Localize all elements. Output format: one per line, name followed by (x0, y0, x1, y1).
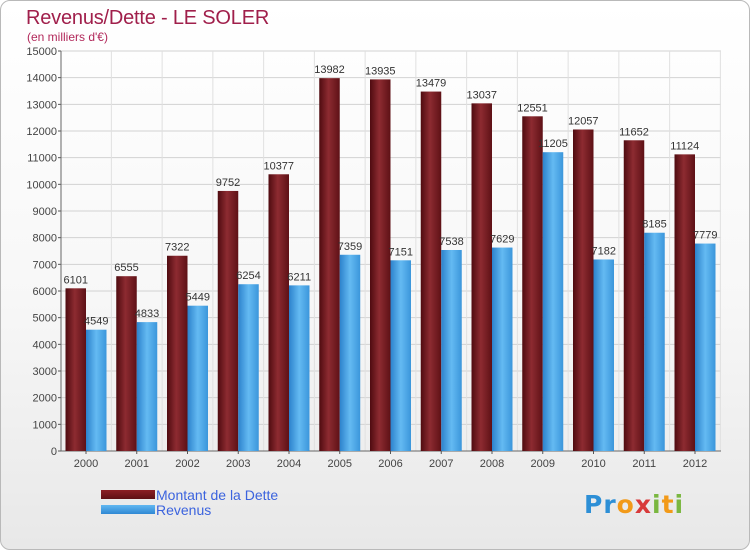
legend-swatch-revenue (101, 505, 155, 514)
data-label-revenue: 8185 (642, 219, 666, 231)
bar-debt (319, 78, 340, 451)
x-tick-label: 2005 (328, 458, 352, 470)
bar-debt (217, 190, 239, 452)
x-tick-label: 2003 (226, 458, 250, 470)
bar-debt (471, 103, 492, 451)
y-tick-label: 7000 (33, 259, 57, 271)
data-label-debt: 13982 (314, 64, 345, 76)
x-tick-label: 2000 (74, 458, 98, 470)
y-tick-label: 10000 (26, 179, 57, 191)
data-label-revenue: 7779 (693, 230, 717, 242)
y-tick-label: 13000 (26, 99, 57, 111)
legend-swatch-debt (101, 490, 155, 499)
bar-revenue (542, 152, 564, 451)
data-label-debt: 11652 (619, 126, 649, 138)
bar-revenue (86, 329, 107, 451)
data-label-debt: 12057 (568, 115, 599, 127)
data-labels: 6101 4549 6555 4833 7322 5449 9752 6254 10377 621… (64, 64, 718, 328)
y-tick-label: 5000 (33, 313, 57, 325)
y-tick-label: 0 (51, 446, 57, 458)
bar-debt (420, 91, 442, 451)
chart-title: Revenus/Dette - LE SOLER (26, 7, 270, 29)
y-tick-label: 11000 (27, 153, 57, 165)
x-tick-label: 2010 (581, 458, 605, 470)
x-tick-label: 2006 (378, 458, 402, 470)
data-label-revenue: 7538 (439, 236, 463, 248)
x-tick-label: 2012 (683, 458, 707, 470)
data-label-revenue: 5449 (186, 292, 210, 304)
bar-revenue (136, 322, 158, 451)
data-label-revenue: 6211 (287, 271, 311, 283)
x-tick-label: 2008 (480, 458, 504, 470)
bar-debt (573, 129, 594, 452)
proxiti-logo: Proxiti (584, 490, 685, 519)
bar-revenue (441, 249, 462, 451)
data-label-debt: 6555 (114, 262, 138, 274)
bar-revenue (644, 232, 665, 451)
bar-debt (268, 174, 289, 451)
y-tick-label: 2000 (33, 393, 57, 405)
bars (65, 78, 716, 452)
data-label-revenue: 7359 (338, 241, 362, 253)
y-tick-label: 3000 (33, 366, 57, 378)
y-tick-label: 12000 (26, 126, 57, 138)
bar-revenue (390, 260, 411, 451)
data-label-revenue: 7182 (592, 245, 616, 257)
bar-revenue (289, 285, 310, 451)
data-label-debt: 9752 (216, 177, 240, 189)
bar-revenue (339, 254, 361, 451)
data-label-debt: 6101 (64, 274, 88, 286)
legend-item-debt: Montant de la Dette (101, 488, 278, 503)
bar-debt (623, 140, 645, 451)
x-tick-label: 2002 (175, 458, 199, 470)
y-tick-label: 1000 (33, 419, 57, 431)
bar-debt (65, 288, 86, 451)
bar-debt (167, 255, 188, 451)
legend-item-revenue: Revenus (101, 503, 278, 518)
data-label-revenue: 7151 (389, 246, 413, 258)
x-tick-label: 2011 (632, 458, 656, 470)
y-tick-label: 15000 (26, 46, 57, 58)
bar-revenue (238, 284, 259, 451)
bar-revenue (593, 259, 614, 451)
data-label-debt: 12551 (517, 102, 548, 114)
legend-label-debt: Montant de la Dette (156, 487, 279, 503)
data-label-debt: 7322 (165, 242, 189, 254)
data-label-revenue: 11205 (538, 138, 568, 150)
x-tick-label: 2009 (531, 458, 555, 470)
y-tick-label: 6000 (33, 286, 57, 298)
y-tick-label: 9000 (33, 206, 57, 218)
data-label-debt: 13479 (416, 78, 447, 90)
data-label-debt: 11124 (670, 140, 699, 152)
axes: 0 1000 2000 3000 4000 5000 6000 7000 8000 9000 100… (26, 46, 721, 470)
bar-debt (116, 276, 137, 451)
bar-revenue (492, 247, 513, 451)
x-tick-label: 2007 (429, 458, 453, 470)
y-tick-label: 4000 (33, 339, 57, 351)
bar-debt (522, 116, 543, 451)
data-label-debt: 10377 (263, 160, 294, 172)
bar-revenue (695, 243, 716, 451)
chart-subtitle: (en milliers d'€) (27, 30, 108, 44)
bar-debt (370, 79, 391, 452)
x-tick-label: 2001 (125, 458, 149, 470)
bar-revenue (187, 305, 208, 451)
data-label-revenue: 7629 (490, 234, 514, 246)
legend-label-revenue: Revenus (156, 502, 212, 518)
data-label-revenue: 6254 (236, 270, 260, 282)
data-label-debt: 13037 (466, 89, 497, 101)
data-label-debt: 13935 (365, 65, 396, 77)
data-label-revenue: 4833 (135, 308, 159, 320)
y-tick-label: 8000 (33, 233, 57, 245)
y-tick-label: 14000 (26, 73, 57, 85)
data-label-revenue: 4549 (84, 316, 108, 328)
bar-debt (674, 154, 695, 452)
x-tick-label: 2004 (277, 458, 301, 470)
legend: Montant de la Dette Revenus (101, 488, 278, 518)
